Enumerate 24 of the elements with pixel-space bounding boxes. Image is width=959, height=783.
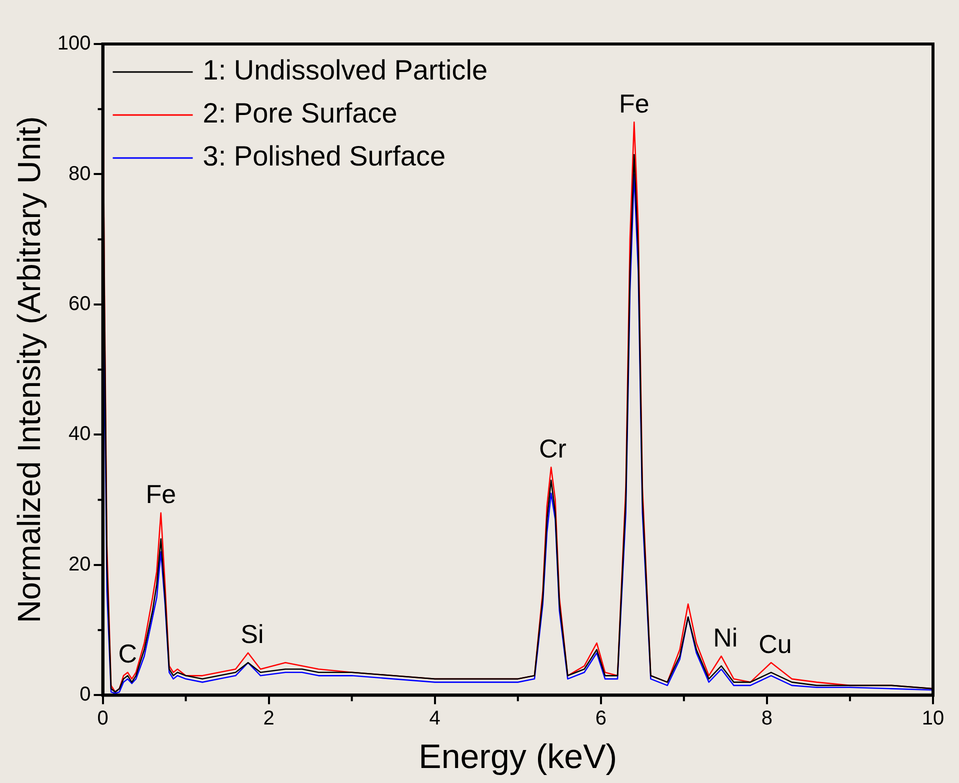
y-tick-label: 20 [68, 553, 91, 576]
annotation: Cu [758, 628, 792, 659]
x-tick-label: 8 [761, 708, 773, 730]
x-tick-label: 2 [263, 708, 274, 730]
x-axis-title: Energy (keV) [418, 738, 618, 776]
annotation: Fe [618, 88, 650, 118]
y-axis-title: Normalized Intensity (Arbitrary Unit) [11, 116, 48, 623]
annotation: Si [240, 619, 264, 650]
y-tick-label: 80 [68, 162, 91, 185]
x-tick-label: 0 [97, 708, 108, 730]
legend-label: 3: Polished Surface [202, 140, 446, 172]
x-tick-label: 4 [429, 708, 440, 730]
legend-label: 1: Undissolved Particle [202, 54, 488, 86]
annotation: Cr [539, 433, 567, 464]
legend-label: 2: Pore Surface [202, 98, 398, 129]
y-tick-label: 40 [68, 423, 91, 446]
annotation: Ni [713, 622, 738, 652]
y-tick-label: 100 [57, 32, 91, 55]
annotation: C [118, 638, 138, 669]
y-tick-label: 60 [68, 292, 91, 315]
x-tick-label: 10 [922, 708, 944, 730]
annotation: Fe [146, 479, 176, 510]
x-tick-label: 6 [595, 708, 606, 730]
y-tick-label: 0 [80, 684, 91, 706]
